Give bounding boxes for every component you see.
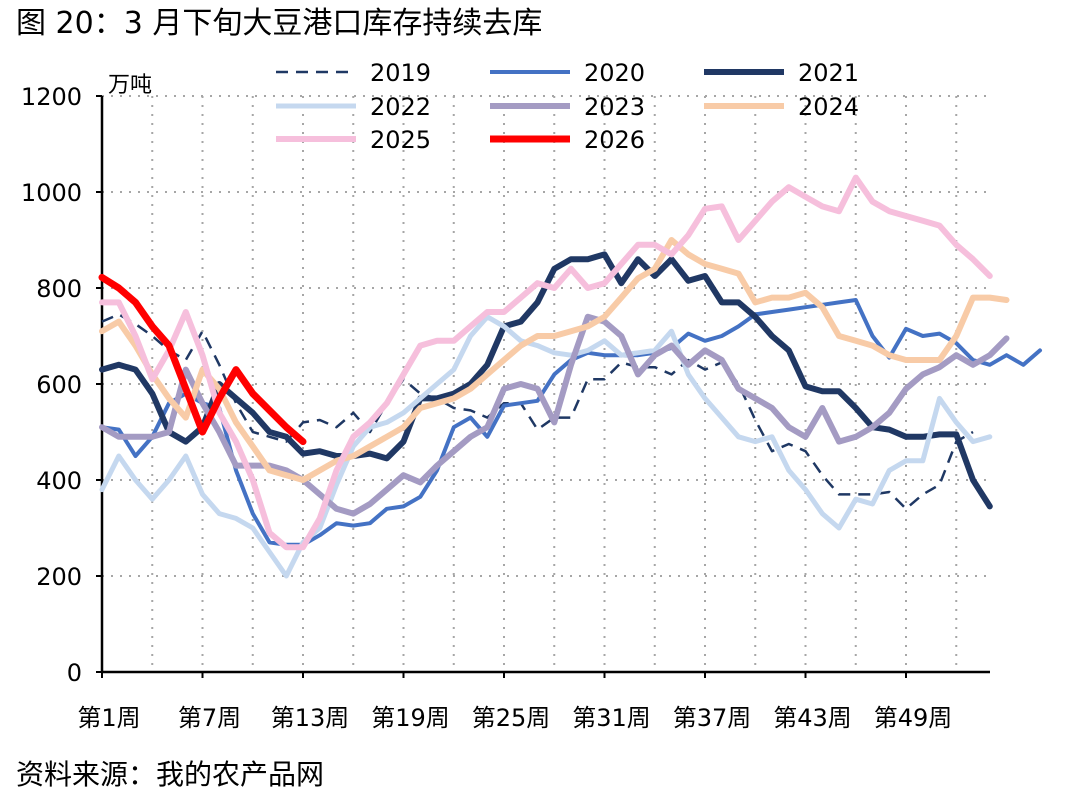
legend-item-2026: 2026	[490, 126, 645, 154]
series-line-2023	[99, 313, 1010, 517]
y-unit-label: 万吨	[108, 73, 152, 98]
legend-item-2022: 2022	[276, 93, 431, 121]
series-line-2026	[98, 273, 307, 446]
x-tick-label: 第7周	[178, 704, 241, 732]
series-line-2019	[101, 313, 974, 511]
y-tick-label: 1000	[21, 179, 82, 207]
x-axis-ticks: 第1周 第7周 第13周 第19周 第25周 第31周 第37周 第43周 第49周	[77, 704, 952, 732]
x-tick-label: 第37周	[673, 704, 752, 732]
series-line-2025	[99, 174, 993, 551]
y-axis-ticks: 0 200 400 600 800 1000 1200	[21, 83, 82, 687]
x-tick-label: 第1周	[77, 704, 140, 732]
legend-item-2021: 2021	[704, 59, 859, 87]
legend-item-2019: 2019	[276, 59, 431, 87]
legend-label: 2022	[370, 93, 431, 121]
legend-label: 2020	[584, 59, 645, 87]
legend-item-2024: 2024	[704, 93, 859, 121]
y-tick-label: 400	[36, 467, 82, 495]
x-tick-label: 第25周	[472, 704, 551, 732]
y-tick-label: 200	[36, 563, 82, 591]
series-line-2024	[99, 237, 1010, 483]
y-tick-label: 0	[67, 659, 82, 687]
gridlines	[102, 95, 990, 672]
legend-item-2023: 2023	[490, 93, 645, 121]
series-line-2022	[99, 314, 993, 579]
legend-label: 2023	[584, 93, 645, 121]
legend-item-2025: 2025	[276, 126, 431, 154]
legend-label: 2021	[798, 59, 859, 87]
legend: 2019 2020 2021 2022 2023 2024 2025 2026	[276, 59, 859, 154]
x-tick-label: 第19周	[371, 704, 450, 732]
legend-item-2020: 2020	[490, 59, 645, 87]
legend-label: 2019	[370, 59, 431, 87]
axes	[96, 95, 990, 678]
x-tick-label: 第43周	[773, 704, 852, 732]
series-lines	[98, 174, 1042, 579]
x-tick-label: 第13周	[271, 704, 350, 732]
x-tick-label: 第31周	[572, 704, 651, 732]
chart-title: 图 20：3 月下旬大豆港口库存持续去库	[16, 6, 543, 41]
legend-label: 2026	[584, 126, 645, 154]
legend-label: 2025	[370, 126, 431, 154]
y-tick-label: 800	[36, 275, 82, 303]
x-tick-label: 第49周	[874, 704, 953, 732]
y-tick-label: 1200	[21, 83, 82, 111]
series-line-2020	[100, 298, 1042, 547]
legend-label: 2024	[798, 93, 859, 121]
source-note: 资料来源：我的农产品网	[16, 758, 325, 791]
y-tick-label: 600	[36, 371, 82, 399]
